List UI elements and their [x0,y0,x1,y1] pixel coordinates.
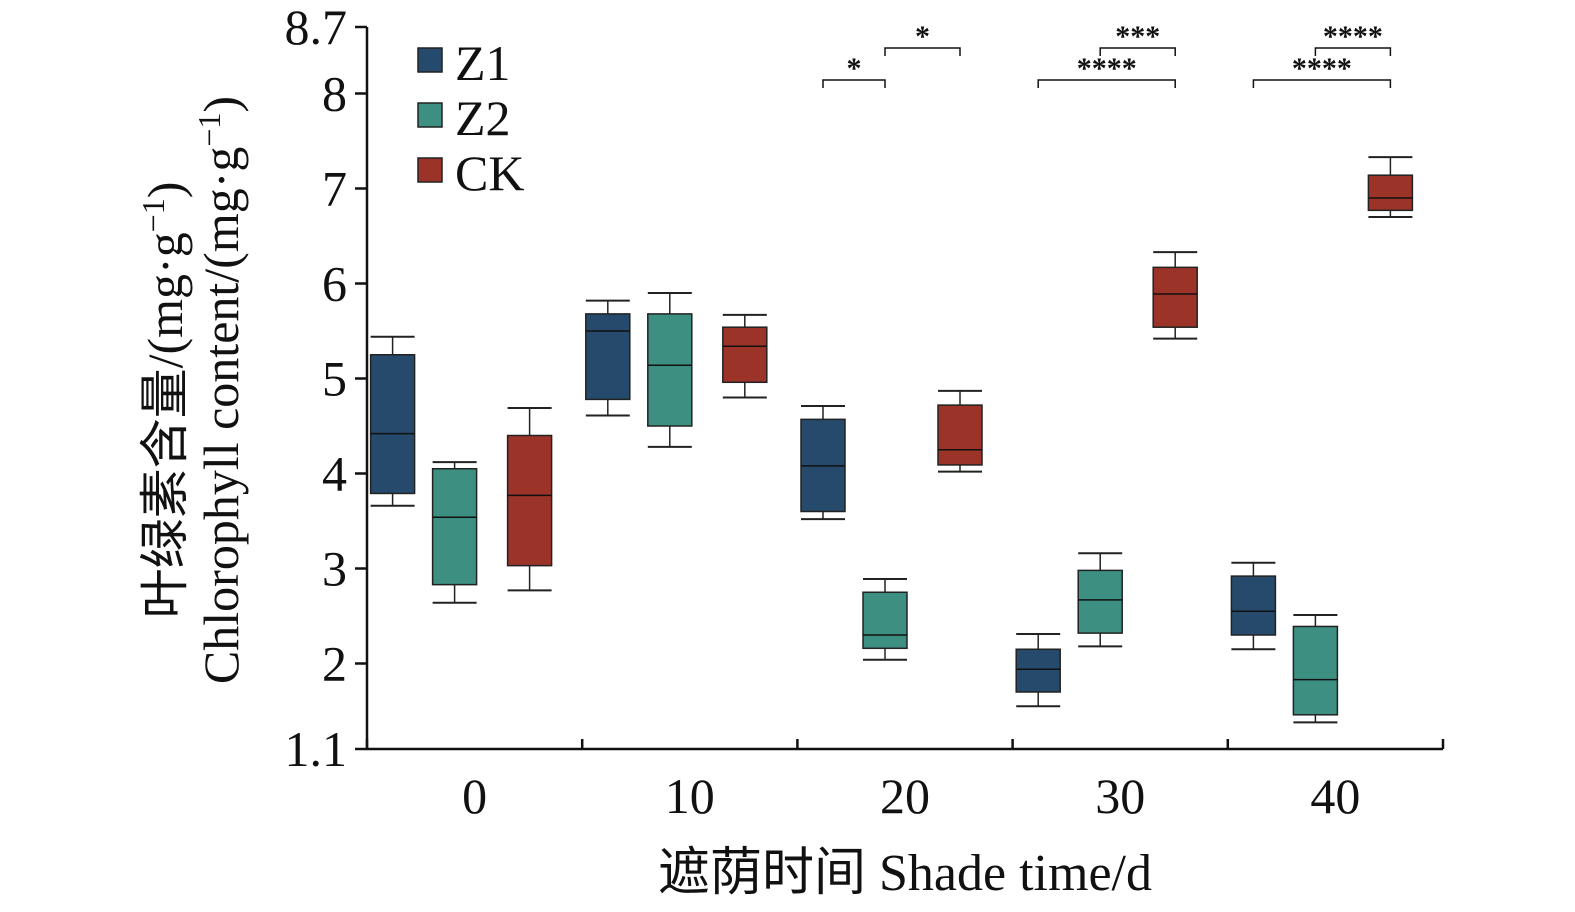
box [585,313,631,401]
bracket-line [822,79,886,88]
boxplot-Z1-30 [1015,633,1061,708]
box [1230,575,1277,636]
boxplot-Z1-40 [1230,561,1277,651]
boxplot-CK-20 [937,389,983,473]
boxplot-Z2-10 [647,292,693,448]
box [937,404,983,466]
y-tick-label: 4 [322,446,347,502]
legend-swatch [417,102,443,128]
significance-bracket: * [884,20,961,56]
y-axis-label-en-sup: −1 [191,113,227,147]
significance-brackets: ***************** [822,20,1392,88]
y-axis-label-en-text: Chlorophyll content/(mg·g [193,147,249,684]
boxplot-CK-30 [1152,251,1198,340]
boxplot-CK-10 [722,313,768,399]
significance-label: **** [1077,52,1137,85]
x-ticks: 0 10 20 30 40 [365,739,1445,824]
box [722,326,768,384]
y-axis-label-cn: 叶绿素含量/(mg·g−1) [135,182,193,619]
legend-label: CK [455,145,524,201]
y-ticks: 1.1 2 3 4 5 6 7 8 8.7 [285,0,367,777]
bracket-line [1099,47,1176,56]
x-tick-label: 40 [1310,768,1360,824]
significance-label: **** [1323,20,1383,53]
y-tick-label: 8 [322,66,347,122]
box [431,468,478,586]
boxplot-Z1-10 [585,299,631,417]
x-tick-label: 30 [1095,768,1145,824]
legend-label: Z2 [455,90,511,146]
legend-swatch [417,157,443,183]
boxplot-Z1-0 [369,335,416,507]
legend-item-Z2: Z2 [417,90,511,146]
legend-item-Z1: Z1 [417,35,511,91]
significance-label: **** [1292,52,1352,85]
box [1077,569,1123,634]
y-tick-label: 2 [322,636,347,692]
y-axis-label-en-close: ) [193,96,249,113]
boxplot-Z2-30 [1077,552,1123,648]
legend-label: Z1 [455,35,511,91]
y-tick-label: 8.7 [285,0,348,55]
box [1367,174,1414,212]
y-axis-label-cn-sup: −1 [135,198,171,232]
x-tick-label: 20 [880,768,930,824]
box [1292,625,1339,716]
bracket-line [1314,47,1392,56]
axes [365,27,1443,751]
box [506,434,553,567]
significance-bracket: * [822,52,886,88]
box [862,591,908,650]
significance-label: *** [1115,20,1160,53]
y-tick-label: 7 [322,161,347,217]
bracket-line [1037,79,1176,88]
boxplot-CK-0 [506,406,553,592]
legend-swatch [417,47,443,73]
y-tick-label: 5 [322,351,347,407]
boxplot-CK-40 [1367,156,1414,218]
y-axis-label-en: Chlorophyll content/(mg·g−1) [191,96,249,684]
significance-label: * [847,52,862,85]
y-axis-label: 叶绿素含量/(mg·g−1) Chlorophyll content/(mg·g… [135,96,249,684]
bracket-line [884,47,961,56]
box [369,354,416,495]
significance-label: * [915,20,930,53]
x-tick-label: 0 [462,768,487,824]
y-tick-label: 6 [322,256,347,312]
x-axis-label: 遮荫时间 Shade time/d [658,845,1152,902]
boxplot-Z2-0 [431,461,478,604]
boxplot-Z1-20 [800,405,846,521]
y-tick-label: 1.1 [285,721,348,777]
y-tick-label: 3 [322,541,347,597]
significance-bracket: *** [1099,20,1176,56]
legend-item-CK: CK [417,145,524,201]
significance-bracket: **** [1252,52,1392,88]
boxplots [369,156,1414,724]
box [1152,266,1198,328]
bracket-line [1252,79,1392,88]
y-axis-label-cn-text: 叶绿素含量/(mg·g [137,232,193,618]
box [1015,648,1061,693]
y-axis-label-cn-close: ) [137,182,193,199]
boxplot-Z2-40 [1292,614,1339,724]
x-tick-label: 10 [665,768,715,824]
boxplot-Z2-20 [862,577,908,661]
significance-bracket: **** [1314,20,1392,56]
significance-bracket: **** [1037,52,1176,88]
box [647,313,693,427]
